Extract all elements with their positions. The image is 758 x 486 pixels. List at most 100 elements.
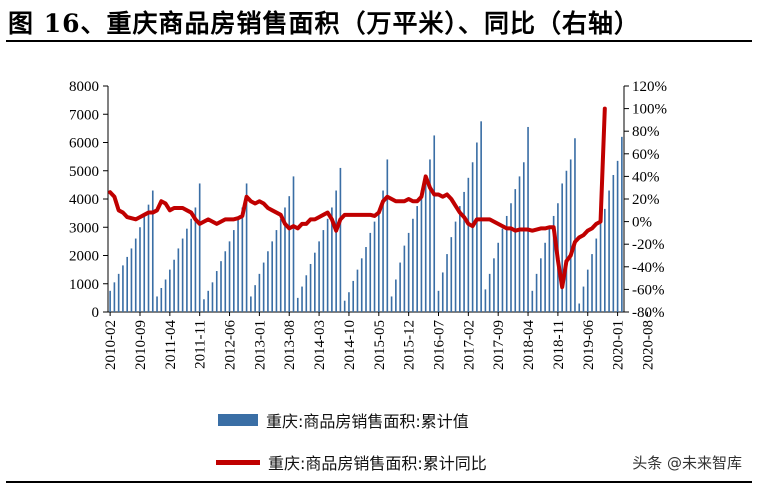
bar [497, 242, 500, 312]
bar [267, 251, 269, 312]
bar [326, 218, 329, 312]
bar [271, 241, 273, 312]
chart-title: 图 16、重庆商品房销售面积（万平米）、同比（右轴） [8, 9, 640, 38]
bar [548, 228, 551, 312]
bar [250, 296, 252, 312]
bar [544, 242, 546, 312]
bar [429, 159, 431, 312]
bar [232, 230, 235, 312]
x-tick-label: 2013-01 [252, 320, 268, 370]
legend-item-line: 重庆:商品房销售面积:累计同比 [216, 450, 487, 474]
bar [169, 269, 171, 312]
bar [540, 258, 542, 312]
bar [139, 227, 141, 312]
x-tick-label: 2020-01 [611, 320, 627, 370]
bar [314, 252, 316, 312]
bar [565, 170, 568, 312]
x-tick-label: 2020-08 [640, 320, 656, 370]
bar [446, 254, 448, 312]
x-tick-label: 2012-06 [223, 320, 239, 370]
x-tick-label: 2011-11 [193, 320, 209, 369]
bar [621, 136, 623, 312]
bar [369, 232, 372, 312]
bar [126, 256, 129, 312]
bottom-rule [6, 481, 752, 483]
title-rule [6, 40, 752, 42]
bar [437, 290, 440, 312]
bar [603, 208, 606, 312]
bar [130, 248, 133, 312]
bar [591, 254, 593, 312]
bar [343, 300, 346, 312]
bar [309, 263, 312, 312]
bar [382, 190, 384, 312]
bar [322, 230, 325, 312]
x-tick-label: 2018-04 [521, 320, 537, 370]
bar [561, 183, 563, 312]
x-tick-label: 2017-02 [461, 320, 477, 370]
y-right-tick-label: 0% [632, 215, 652, 231]
bar [245, 183, 248, 312]
bar [113, 282, 116, 312]
bar [356, 269, 359, 312]
bar [305, 275, 308, 312]
bar [156, 296, 158, 312]
bar [471, 162, 474, 312]
bar-series-group [109, 121, 623, 313]
bar [215, 271, 218, 312]
bar [574, 138, 576, 312]
bar [241, 207, 244, 312]
bar [228, 241, 231, 312]
bar [258, 273, 261, 312]
y-left-tick-label: 1000 [69, 277, 99, 293]
y-left-tick-label: 7000 [69, 107, 99, 123]
bar [501, 228, 504, 312]
bar [612, 174, 615, 312]
y-right-tick-label: -80% [632, 305, 665, 321]
bar [284, 207, 286, 312]
bar [186, 228, 188, 312]
bar [582, 286, 585, 312]
x-tick-label: 2011-04 [163, 320, 179, 370]
y-right-tick-label: -20% [632, 237, 665, 253]
y-left-tick-label: 4000 [69, 192, 99, 208]
bar [143, 215, 146, 312]
bar [318, 241, 320, 312]
bar [395, 279, 397, 312]
bar [433, 135, 436, 312]
bar [237, 218, 239, 312]
y-left-tick-label: 3000 [69, 220, 99, 236]
x-tick-label: 2010-09 [133, 320, 149, 370]
x-tick-label: 2016-07 [431, 320, 447, 370]
bar [420, 190, 423, 312]
bar [292, 176, 295, 312]
y-right-tick-label: 120% [632, 79, 667, 95]
x-tick-label: 2015-05 [372, 320, 388, 370]
bar [407, 232, 410, 312]
x-tick-label: 2014-03 [312, 320, 328, 370]
bar [424, 174, 427, 312]
bar [198, 183, 201, 312]
bar [522, 162, 525, 312]
bar [147, 204, 150, 312]
bar [476, 142, 478, 312]
bar [510, 203, 512, 312]
bar [467, 177, 470, 312]
bar [331, 207, 333, 312]
x-tick-label: 2017-09 [491, 320, 507, 370]
bar [454, 221, 457, 312]
line-series-group [108, 106, 607, 290]
y-right-tick-label: 100% [632, 102, 667, 118]
bar [194, 207, 197, 312]
legend-line-swatch [216, 459, 260, 465]
y-right-tick-label: 20% [632, 192, 660, 208]
legend-bar-swatch [218, 414, 258, 426]
y-left-tick-label: 6000 [69, 136, 99, 152]
bar [296, 297, 299, 312]
bar [441, 272, 444, 312]
bar [224, 251, 227, 312]
bar [505, 215, 508, 312]
bar [586, 269, 589, 312]
bar [207, 290, 210, 312]
y-right-tick-label: -60% [632, 282, 665, 298]
